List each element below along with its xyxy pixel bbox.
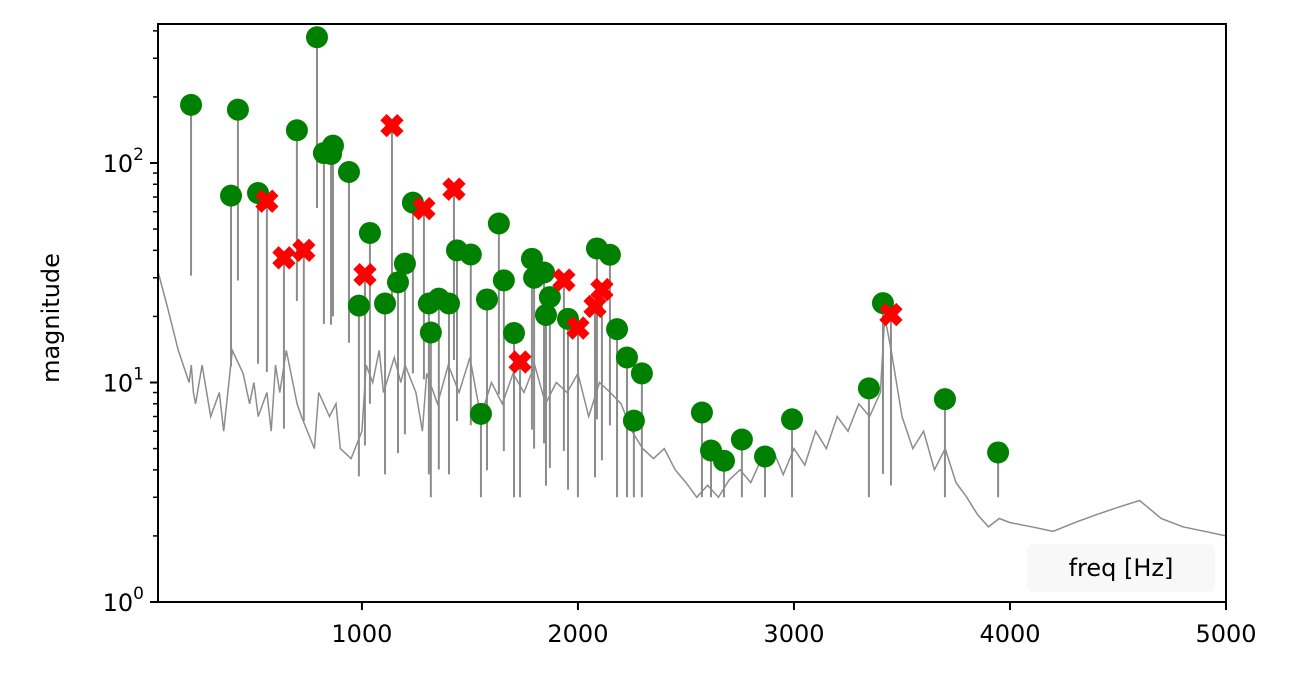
peak-marker-kept	[347, 294, 370, 317]
peak-marker-rejected	[566, 316, 590, 340]
peak-marker-kept	[598, 243, 621, 266]
peak-marker-rejected	[552, 268, 576, 292]
peak-marker-kept	[321, 134, 344, 157]
peak-marker-kept	[305, 26, 328, 49]
peak-marker-rejected	[353, 262, 377, 287]
peak-marker-rejected	[272, 246, 296, 270]
y-tick-label: 101	[103, 365, 144, 398]
peak-marker-kept	[533, 261, 556, 284]
y-axis-label: magnitude	[37, 253, 65, 383]
peak-marker-kept	[492, 269, 515, 292]
peak-marker-kept	[459, 243, 482, 266]
peak-marker-kept	[781, 408, 804, 431]
peak-marker-rejected	[255, 189, 279, 213]
peak-marker-kept	[690, 401, 713, 424]
peak-marker-kept	[358, 221, 381, 244]
peak-marker-kept	[933, 388, 956, 411]
peak-marker-kept	[337, 160, 360, 183]
peak-marker-kept	[226, 98, 249, 121]
peak-marker-kept	[606, 318, 629, 341]
peak-marker-rejected	[442, 177, 466, 201]
peak-marker-kept	[622, 409, 645, 432]
x-axis: 1000 2000 3000 4000 5000	[331, 602, 1257, 648]
peak-marker-kept	[437, 292, 460, 315]
peak-marker-rejected	[380, 113, 404, 138]
x-axis-label-box: freq [Hz]	[1027, 544, 1215, 592]
peak-marker-kept	[220, 184, 243, 207]
plot-area	[158, 26, 1226, 537]
plot-frame	[157, 23, 1227, 603]
peak-marker-kept	[285, 119, 308, 142]
peak-marker-kept	[374, 292, 397, 315]
peak-marker-kept	[730, 428, 753, 451]
peak-marker-rejected	[879, 302, 903, 327]
x-tick-label: 2000	[547, 620, 608, 648]
peak-marker-kept	[386, 271, 409, 294]
peak-marker-kept	[419, 321, 442, 344]
x-tick-label: 3000	[763, 620, 824, 648]
peak-marker-kept	[180, 93, 203, 116]
peak-marker-rejected	[583, 294, 607, 319]
y-tick-label: 100	[103, 584, 144, 617]
peak-marker-rejected	[508, 350, 532, 374]
peak-marker-kept	[487, 212, 510, 235]
peak-marker-kept	[503, 322, 525, 345]
peak-marker-kept	[712, 449, 735, 472]
x-tick-label: 4000	[979, 620, 1040, 648]
peak-marker-kept	[475, 288, 498, 311]
peak-marker-kept	[393, 252, 416, 275]
peak-marker-kept	[538, 286, 561, 309]
peak-marker-kept	[754, 445, 777, 468]
peak-marker-kept	[469, 402, 492, 425]
peak-marker-kept	[857, 377, 880, 400]
peak-marker-rejected	[292, 238, 316, 263]
y-axis: 100 101 102	[103, 30, 158, 617]
x-tick-label: 5000	[1195, 620, 1256, 648]
peak-marker-kept	[615, 346, 638, 369]
y-tick-label: 102	[103, 145, 144, 178]
peak-marker-kept	[534, 304, 557, 327]
peak-marker-rejected	[412, 196, 436, 221]
spectrum-line	[158, 271, 1226, 537]
x-axis-label: freq [Hz]	[1069, 554, 1174, 582]
peak-marker-rejected	[590, 277, 614, 302]
peak-marker-kept	[987, 441, 1010, 464]
x-tick-label: 1000	[331, 620, 392, 648]
peak-marker-kept	[630, 362, 653, 385]
